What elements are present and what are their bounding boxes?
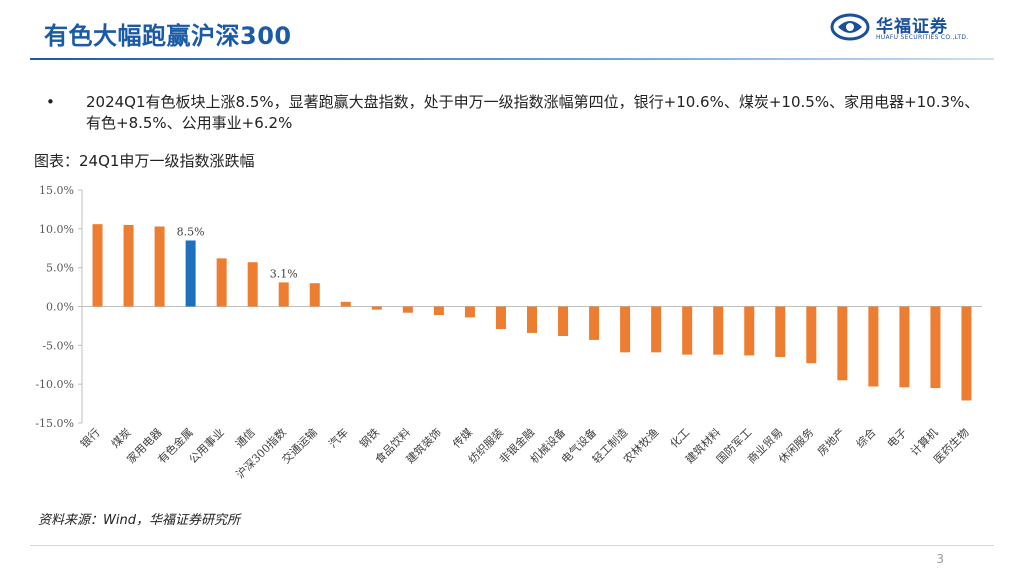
category-label: 通信 xyxy=(233,426,258,451)
bar-农林牧渔 xyxy=(651,306,662,353)
bar-纺织服装 xyxy=(495,306,506,330)
bar-交通运输 xyxy=(309,283,320,307)
bullet-text: 2024Q1有色板块上涨8.5%，显著跑赢大盘指数，处于申万一级指数涨幅第四位，… xyxy=(86,93,980,132)
bar-轻工制造 xyxy=(620,306,631,353)
bar-计算机 xyxy=(930,306,941,389)
y-tick-label: -10.0% xyxy=(35,378,74,391)
bar-汽车 xyxy=(340,301,351,307)
data-label: 8.5% xyxy=(177,225,205,238)
bar-建筑装饰 xyxy=(433,306,444,316)
bar-钢铁 xyxy=(371,306,382,310)
bar-机械设备 xyxy=(558,306,569,337)
bar-chart: 15.0%10.0%5.0%0.0%-5.0%-10.0%-15.0%银行 煤炭家… xyxy=(35,184,982,481)
category-label: 综合 xyxy=(853,425,878,450)
bar-电气设备 xyxy=(589,306,600,340)
y-tick-label: 10.0% xyxy=(39,223,74,236)
bar-银行 xyxy=(92,224,103,307)
category-label: 化工 xyxy=(667,425,692,450)
bar-国防军工 xyxy=(744,306,755,356)
bar-电子 xyxy=(899,306,910,388)
bar-食品饮料 xyxy=(402,306,413,313)
category-label: 钢铁 xyxy=(357,426,382,451)
y-tick-label: 15.0% xyxy=(39,184,74,197)
bar-化工 xyxy=(682,306,693,355)
footer-divider xyxy=(30,545,994,546)
category-label: 房地产 xyxy=(814,425,847,458)
bar-非银金融 xyxy=(527,306,537,333)
bullet-dot: • xyxy=(46,93,55,111)
bar-公用事业 xyxy=(216,258,227,307)
page-number: 3 xyxy=(936,552,944,566)
y-tick-label: 0.0% xyxy=(46,301,74,314)
logo-text-en: HUAFU SECURITIES CO.,LTD. xyxy=(876,34,969,41)
title-divider xyxy=(30,58,994,60)
bar-传媒 xyxy=(464,306,475,318)
category-label: 电子 xyxy=(885,426,910,451)
bar-建筑材料 xyxy=(713,306,724,355)
y-tick-label: -15.0% xyxy=(35,417,74,430)
category-label: 汽车 xyxy=(325,425,350,450)
category-label: 银行 xyxy=(77,425,102,450)
chart-caption: 图表：24Q1申万一级指数涨跌幅 xyxy=(34,152,255,170)
data-label: 3.1% xyxy=(270,267,298,280)
page-title: 有色大幅跑赢沪深300 xyxy=(44,22,292,50)
logo-text-cn: 华福证券 xyxy=(876,17,948,37)
y-tick-label: 5.0% xyxy=(46,262,74,275)
bar-休闲服务 xyxy=(806,306,817,364)
bar-医药生物 xyxy=(961,306,972,401)
bar-通信 xyxy=(247,262,258,307)
company-logo: 华福证券 HUAFU SECURITIES CO.,LTD. xyxy=(830,10,990,48)
source-note: 资料来源：Wind，华福证券研究所 xyxy=(38,513,240,528)
category-label: 煤炭 xyxy=(109,426,134,451)
y-tick-label: -5.0% xyxy=(42,339,74,352)
bar-煤炭 xyxy=(123,224,134,307)
huafu-logo-icon xyxy=(830,13,870,41)
bar-综合 xyxy=(868,306,879,387)
bar-房地产 xyxy=(837,306,848,381)
bar-商业贸易 xyxy=(775,306,786,357)
bar-沪深300指数 xyxy=(278,282,289,307)
category-label: 传媒 xyxy=(450,426,475,451)
bar-家用电器 xyxy=(154,226,165,307)
bar-有色金属 xyxy=(185,240,196,307)
